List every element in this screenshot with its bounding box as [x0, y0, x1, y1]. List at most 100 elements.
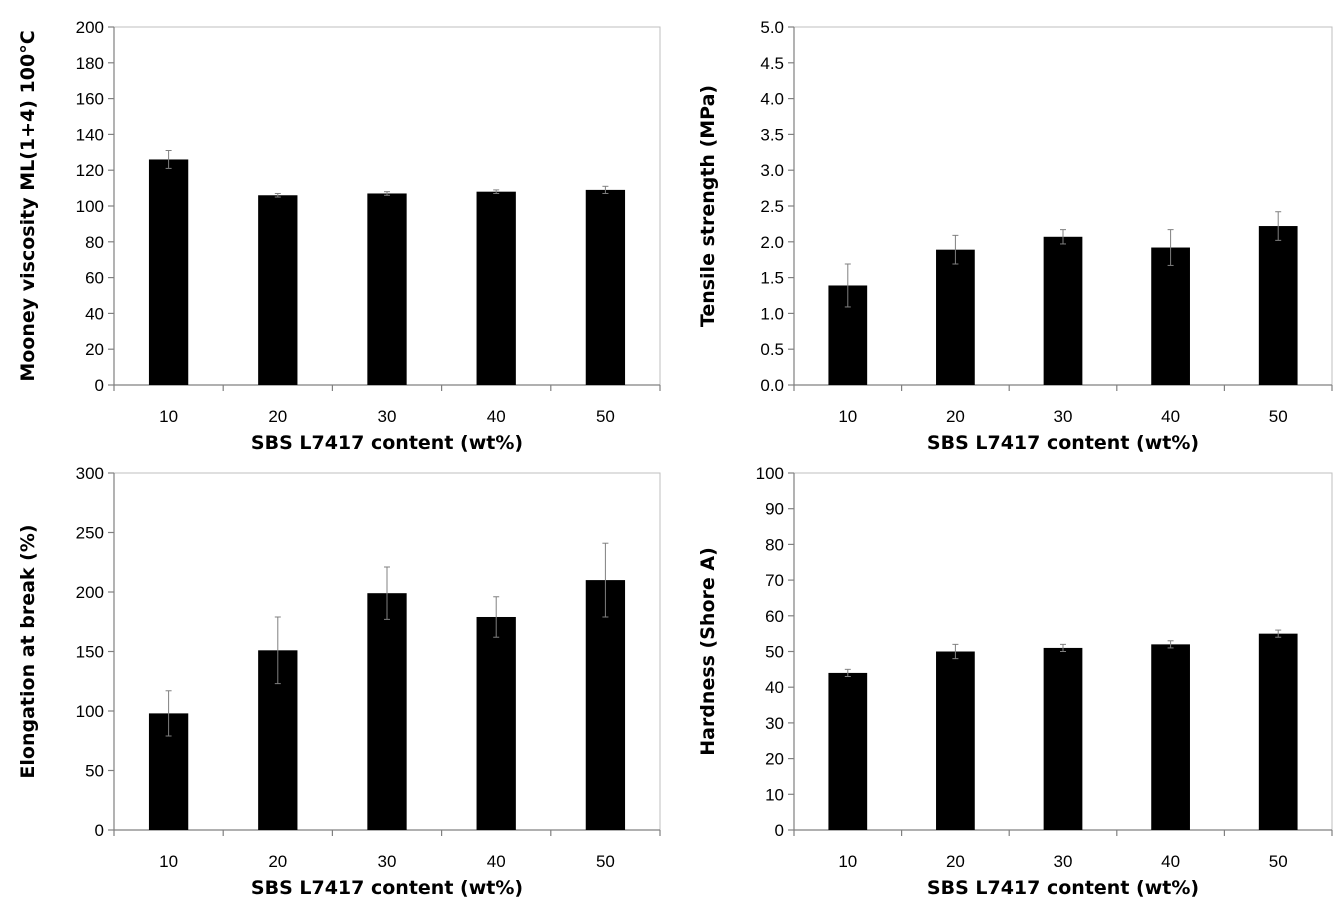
y-axis-title: Elongation at break (%)	[17, 524, 39, 778]
x-tick-label: 10	[159, 852, 178, 871]
bar	[1151, 644, 1190, 830]
x-tick-label: 30	[378, 852, 397, 871]
bar	[258, 195, 298, 385]
x-tick-label: 10	[838, 852, 857, 871]
y-tick-label: 90	[765, 500, 784, 519]
y-tick-label: 20	[85, 340, 104, 359]
y-tick-label: 200	[76, 18, 104, 37]
y-tick-label: 5.0	[760, 18, 784, 37]
error-bar	[493, 189, 500, 194]
x-tick-label: 20	[946, 407, 965, 426]
error-bar	[493, 596, 500, 638]
y-tick-label: 120	[76, 161, 104, 180]
x-tick-label: 30	[1054, 852, 1073, 871]
bar	[585, 189, 626, 385]
y-tick-label: 300	[76, 464, 104, 483]
error-bar	[384, 566, 390, 620]
y-tick-label: 140	[76, 125, 104, 144]
y-tick-label: 1.0	[760, 304, 784, 323]
y-tick-label: 2.5	[760, 197, 784, 216]
y-tick-label: 40	[765, 678, 784, 697]
error-bar	[1167, 229, 1174, 266]
y-tick-label: 160	[76, 90, 104, 109]
y-tick-label: 100	[76, 702, 104, 721]
x-tick-label: 40	[487, 852, 506, 871]
x-tick-label: 20	[946, 852, 965, 871]
error-bar	[952, 234, 959, 265]
bar	[1151, 247, 1190, 385]
error-bar	[274, 192, 281, 198]
bar	[367, 593, 407, 830]
y-tick-label: 150	[76, 643, 104, 662]
bar	[828, 672, 868, 830]
error-bar	[1167, 640, 1174, 649]
y-tick-label: 1.5	[760, 269, 784, 288]
y-axis-title: Tensile strength (MPa)	[697, 85, 719, 327]
bar	[476, 191, 516, 385]
error-bar	[165, 150, 172, 169]
bar	[1258, 226, 1298, 385]
bar	[936, 651, 975, 830]
elongation-chart: 0 50 100 150 200 250 300 10 20 30 40 50 SBS L7417 co…	[17, 464, 661, 898]
y-tick-label: 60	[765, 607, 784, 626]
error-bar	[844, 668, 851, 677]
y-tick-label: 30	[765, 714, 784, 733]
x-tick-label: 30	[378, 407, 397, 426]
bar	[367, 193, 407, 385]
error-bar	[952, 643, 959, 660]
y-tick-label: 4.0	[760, 90, 784, 109]
bar	[936, 249, 975, 385]
bar	[1258, 633, 1298, 830]
y-axis-title: Mooney viscosity ML(1+4) 100°C	[17, 30, 39, 381]
y-tick-label: 2.0	[760, 233, 784, 252]
y-tick-label: 80	[85, 233, 104, 252]
y-tick-label: 60	[85, 269, 104, 288]
y-tick-label: 3.0	[760, 161, 784, 180]
error-bar	[384, 191, 390, 196]
y-tick-label: 0.5	[760, 340, 784, 359]
y-tick-label: 4.5	[760, 54, 784, 73]
error-bar	[1275, 211, 1282, 241]
tensile-strength-chart: 0.0 0.5 1.0 1.5 2.0 2.5 3.0 3.5 4.0 4.5 5.0 10 20 30 4…	[697, 18, 1333, 454]
x-axis-title: SBS L7417 content (wt%)	[927, 432, 1199, 454]
y-tick-label: 100	[756, 464, 784, 483]
y-tick-label: 50	[765, 643, 784, 662]
error-bar	[1275, 629, 1282, 638]
y-axis-title: Hardness (Shore A)	[697, 547, 719, 756]
x-tick-label: 50	[596, 407, 615, 426]
y-tick-label: 3.5	[760, 125, 784, 144]
x-tick-label: 30	[1054, 407, 1073, 426]
y-tick-label: 0	[95, 821, 104, 840]
bar	[585, 580, 626, 830]
y-tick-label: 0	[775, 821, 784, 840]
error-bar	[602, 185, 609, 194]
y-tick-label: 180	[76, 54, 104, 73]
y-tick-label: 50	[85, 762, 104, 781]
x-tick-label: 10	[159, 407, 178, 426]
error-bar	[1060, 643, 1066, 652]
y-tick-label: 0.0	[760, 376, 784, 395]
error-bar	[844, 263, 851, 308]
x-tick-label: 50	[596, 852, 615, 871]
y-tick-label: 100	[76, 197, 104, 216]
y-tick-label: 200	[76, 583, 104, 602]
y-tick-label: 10	[765, 785, 784, 804]
x-tick-label: 40	[1161, 852, 1180, 871]
y-tick-label: 70	[765, 571, 784, 590]
x-tick-label: 10	[838, 407, 857, 426]
hardness-chart: 0 10 20 30 40 50 60 70 80 90 100 10 20 30 40 50 SBS L741…	[697, 464, 1333, 898]
x-axis-title: SBS L7417 content (wt%)	[927, 877, 1199, 898]
error-bar	[602, 542, 609, 618]
y-tick-label: 40	[85, 304, 104, 323]
bar	[1043, 236, 1083, 385]
x-tick-label: 20	[268, 852, 287, 871]
error-bar	[165, 690, 172, 737]
x-tick-label: 20	[268, 407, 287, 426]
error-bar	[1060, 229, 1066, 245]
y-tick-label: 250	[76, 524, 104, 543]
bar	[1043, 647, 1083, 830]
x-axis-title: SBS L7417 content (wt%)	[251, 432, 523, 454]
mooney-viscosity-chart: 0 20 40 60 80 100 120 140 160 180 200 10 20 30 40 50 SBS…	[17, 18, 661, 454]
x-tick-label: 50	[1269, 852, 1288, 871]
